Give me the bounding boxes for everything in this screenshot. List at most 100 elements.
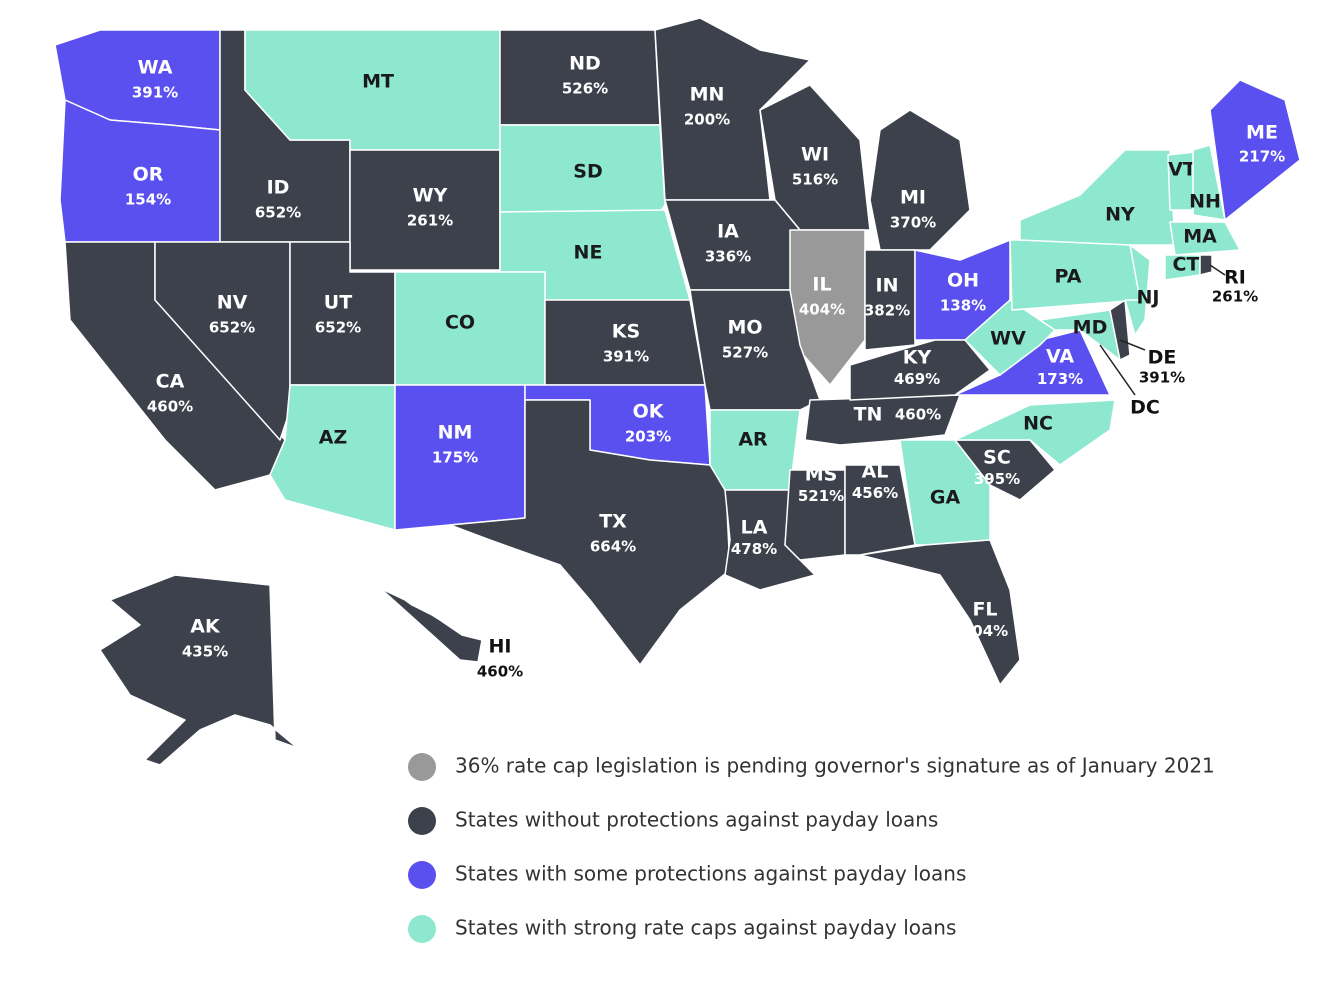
state-code: NC (1023, 413, 1053, 435)
state-code: NY (1105, 204, 1135, 226)
state-code: NE (574, 242, 603, 264)
state-shape (99, 574, 346, 766)
state-rate: 521% (798, 487, 844, 505)
state-code: GA (930, 487, 961, 509)
state-code: PA (1055, 266, 1082, 288)
state-shape (1109, 299, 1131, 361)
legend-swatch (408, 753, 436, 781)
state-shape (154, 241, 291, 441)
legend-label: 36% rate cap legislation is pending gove… (455, 754, 1215, 778)
legend-label: States without protections against payda… (455, 808, 938, 832)
state-code: NV (217, 292, 248, 314)
state-rate: 175% (432, 449, 478, 467)
state-shape (544, 299, 706, 386)
state-shape (1124, 244, 1151, 336)
state-code: MT (362, 71, 394, 93)
state-code: OK (633, 401, 665, 423)
state-code: CT (1173, 254, 1200, 276)
state-code: OH (947, 270, 979, 292)
state-shape (954, 399, 1116, 466)
state-rate: 526% (562, 80, 608, 98)
state-code: KS (612, 321, 640, 343)
state-code: VA (1046, 346, 1074, 368)
state-code: HI (489, 636, 512, 658)
state-code: ME (1246, 122, 1278, 144)
legend-label: States with strong rate caps against pay… (455, 916, 956, 940)
state-rate: 478% (731, 540, 777, 558)
state-code: SD (573, 161, 602, 183)
state-code: IL (812, 274, 831, 296)
state-code: AZ (319, 427, 347, 449)
state-code: AK (190, 616, 221, 638)
state-code: WV (990, 328, 1026, 350)
state-rate: 516% (792, 171, 838, 189)
state-rate: 456% (852, 484, 898, 502)
state-shape (844, 464, 916, 556)
state-shape (1209, 79, 1301, 221)
state-code: OR (133, 164, 164, 186)
state-rate: 336% (705, 248, 751, 266)
state-code: FL (972, 599, 997, 621)
legend-label: States with some protections against pay… (455, 862, 966, 886)
state-shape (499, 124, 666, 213)
state-rate: 652% (209, 319, 255, 337)
state-shape (869, 109, 971, 251)
legend-swatch (408, 915, 436, 943)
state-shape (859, 539, 1021, 686)
state-rate: 200% (684, 111, 730, 129)
state-code: AR (738, 429, 768, 451)
state-rate: 395% (974, 470, 1020, 488)
state-rate: 652% (315, 319, 361, 337)
state-shape (1169, 221, 1241, 256)
legend-swatch (408, 807, 436, 835)
state-code: UT (324, 292, 352, 314)
leader-line (1099, 344, 1136, 396)
state-shape (1019, 149, 1176, 246)
state-rate: 404% (799, 301, 845, 319)
state-code: NM (438, 422, 473, 444)
state-rate: 203% (625, 428, 671, 446)
state-shape (379, 587, 483, 663)
state-code: ND (569, 53, 601, 75)
state-rate: 527% (722, 344, 768, 362)
state-code: SC (983, 447, 1011, 469)
state-code: MS (805, 464, 838, 486)
state-rate: 460% (147, 398, 193, 416)
state-code: MI (900, 187, 926, 209)
leader-line (1209, 264, 1226, 276)
leader-line (1119, 339, 1146, 351)
state-shape (849, 339, 991, 401)
state-rate: 652% (255, 204, 301, 222)
state-rate: 460% (477, 663, 523, 681)
state-code: WA (138, 57, 173, 79)
state-code: CA (156, 371, 185, 393)
state-rate: 469% (894, 370, 940, 388)
state-code: IA (717, 221, 739, 243)
state-code: KY (903, 347, 932, 369)
state-rate: 391% (132, 84, 178, 102)
state-shape (664, 199, 801, 291)
state-code: RI (1224, 267, 1246, 289)
state-code: LA (741, 517, 768, 539)
state-rate: 217% (1239, 147, 1285, 165)
state-code: MN (690, 84, 725, 106)
state-code: WI (801, 144, 829, 166)
state-rate: 154% (125, 191, 171, 209)
state-code: DC (1130, 397, 1160, 419)
state-rate: 138% (940, 297, 986, 315)
state-code: ID (267, 177, 290, 199)
state-rate: 460% (895, 406, 941, 424)
state-rate: 173% (1037, 370, 1083, 388)
state-code: DE (1148, 347, 1177, 369)
state-code: NJ (1137, 287, 1160, 309)
state-rate: 435% (182, 643, 228, 661)
state-shape (864, 249, 916, 351)
state-code: WY (413, 185, 448, 207)
state-code: MA (1183, 226, 1217, 248)
state-shape (269, 384, 396, 531)
state-code: MO (727, 317, 762, 339)
state-rate: 391% (1139, 369, 1185, 387)
state-rate: 261% (1212, 287, 1258, 305)
state-shape (784, 469, 846, 561)
state-rate: 304% (962, 622, 1008, 640)
